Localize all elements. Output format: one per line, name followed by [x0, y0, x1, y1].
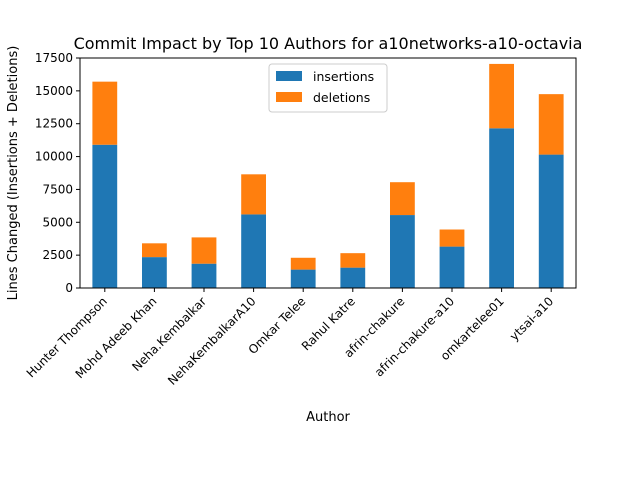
y-axis: 0 2500 5000 7500 10000 12500 15000 17500: [35, 51, 80, 295]
x-tick-label: NehaKembalkarA10: [165, 294, 259, 388]
bar-insertions-2: [191, 263, 217, 288]
y-axis-label: Lines Changed (Insertions + Deletions): [6, 46, 21, 301]
plot-frame: [79, 57, 577, 289]
bar-deletions-7: [439, 229, 465, 247]
y-tick-label: 7500: [42, 182, 73, 196]
y-tick-label: 15000: [35, 84, 73, 98]
bar-deletions-8: [489, 63, 514, 129]
x-axis-label: Author: [306, 410, 350, 425]
y-tick-label: 12500: [35, 117, 73, 131]
bar-deletions-9: [538, 94, 564, 155]
bar-deletions-0: [92, 81, 118, 145]
bar-insertions-9: [538, 154, 564, 288]
legend-swatch-deletions: [276, 92, 302, 102]
bar-insertions-1: [142, 257, 167, 288]
y-tick-label: 5000: [42, 215, 73, 229]
bar-insertions-0: [92, 144, 118, 288]
bar-deletions-1: [142, 243, 167, 258]
legend-label-deletions: deletions: [313, 90, 370, 105]
bar-insertions-7: [439, 246, 465, 288]
y-tick-label: 2500: [42, 248, 73, 262]
bar-insertions-8: [489, 128, 514, 288]
bar-deletions-4: [290, 257, 316, 270]
bar-deletions-3: [241, 174, 266, 215]
y-tick-label: 17500: [35, 51, 73, 65]
legend-swatch-insertions: [276, 71, 302, 81]
bar-deletions-2: [191, 237, 217, 264]
y-tick-label: 0: [65, 281, 73, 295]
bar-insertions-5: [340, 267, 366, 288]
bar-deletions-6: [390, 182, 415, 216]
chart-title: Commit Impact by Top 10 Authors for a10n…: [74, 34, 583, 53]
bar-insertions-3: [241, 214, 266, 288]
bar-deletions-5: [340, 253, 366, 268]
legend: insertions deletions: [268, 63, 388, 113]
bars-group: [92, 63, 564, 288]
x-tick-label: Hunter Thompson: [24, 294, 110, 380]
bar-insertions-6: [390, 215, 415, 288]
bar-insertions-4: [290, 269, 316, 288]
legend-label-insertions: insertions: [313, 69, 374, 84]
y-tick-label: 10000: [35, 150, 73, 164]
x-tick-label: ytsai-a10: [507, 294, 556, 343]
